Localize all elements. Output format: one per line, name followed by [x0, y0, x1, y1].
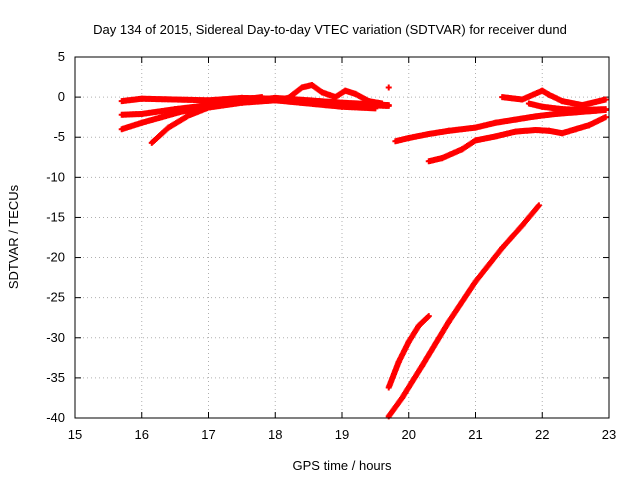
y-tick-label: -5 [53, 129, 65, 144]
y-tick-label: -10 [46, 169, 65, 184]
y-tick-label: -40 [46, 410, 65, 425]
data-point [535, 202, 542, 209]
x-axis-label: GPS time / hours [293, 458, 392, 473]
series-10 [525, 100, 609, 113]
data-points [118, 82, 609, 420]
y-tick-label: -20 [46, 250, 65, 265]
plot-frame [74, 56, 610, 419]
ticks: 15 16 17 18 19 20 21 22 23 5 0 -5 -10 -15 -20 -25 -30 -35… [46, 49, 616, 442]
data-point [602, 106, 609, 113]
y-axis-label: SDTVAR / TECUs [6, 184, 21, 289]
data-point [372, 105, 379, 112]
y-tick-label: 5 [58, 49, 65, 64]
x-tick-label: 17 [201, 427, 215, 442]
series-9 [499, 87, 609, 109]
series-6 [385, 84, 392, 91]
data-point [602, 96, 609, 103]
data-point [385, 84, 392, 91]
data-point [425, 313, 432, 320]
series-8 [425, 114, 609, 165]
y-tick-label: -25 [46, 290, 65, 305]
chart-title: Day 134 of 2015, Sidereal Day-to-day VTE… [93, 22, 567, 37]
series-12 [385, 313, 432, 391]
x-tick-label: 16 [135, 427, 149, 442]
x-tick-label: 18 [268, 427, 282, 442]
data-point [385, 102, 392, 109]
series-11 [385, 202, 542, 420]
y-tick-label: -15 [46, 209, 65, 224]
x-tick-label: 22 [535, 427, 549, 442]
series-5 [258, 82, 386, 107]
series-4 [148, 94, 265, 146]
y-tick-label: -30 [46, 330, 65, 345]
data-point [602, 114, 609, 121]
x-tick-label: 23 [602, 427, 616, 442]
data-point [379, 100, 386, 107]
x-tick-label: 19 [335, 427, 349, 442]
x-tick-label: 20 [402, 427, 416, 442]
x-tick-label: 21 [468, 427, 482, 442]
grid [75, 57, 609, 418]
y-tick-label: 0 [58, 89, 65, 104]
x-tick-label: 15 [68, 427, 82, 442]
y-tick-label: -35 [46, 370, 65, 385]
